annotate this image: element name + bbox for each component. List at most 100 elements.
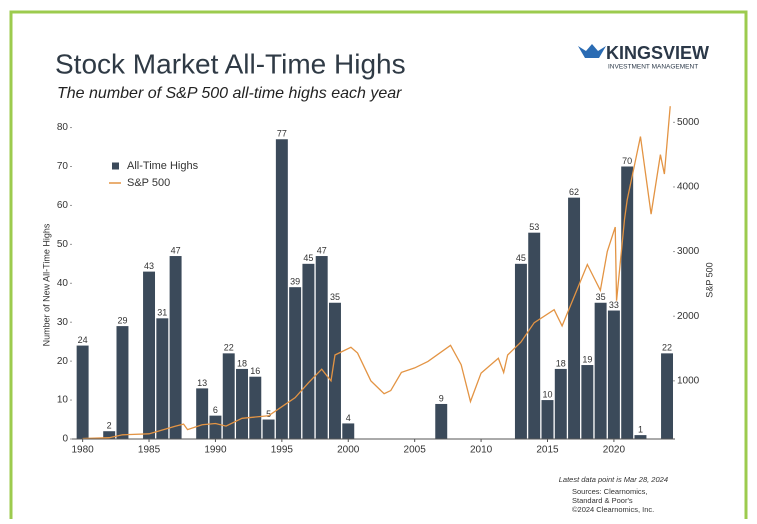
y-tick-label: 60 <box>57 200 69 211</box>
y-axis-label: Number of New All-Time Highs <box>41 223 51 346</box>
line <box>82 106 671 440</box>
y-tick-label: 50 <box>57 239 69 250</box>
data-label: 47 <box>317 245 327 255</box>
data-label: 22 <box>662 343 672 353</box>
brand-sub: INVESTMENT MANAGEMENT <box>608 64 698 71</box>
x-tick-label: 2020 <box>603 445 626 456</box>
data-label: 6 <box>213 405 218 415</box>
y2-tick-label: 2000 <box>677 311 700 322</box>
bar <box>554 368 567 439</box>
data-label: 53 <box>529 222 539 232</box>
legend-label: S&P 500 <box>127 177 170 189</box>
bar <box>315 256 328 439</box>
bar <box>103 431 116 439</box>
x-tick-label: 1985 <box>138 445 161 456</box>
bar <box>528 232 541 439</box>
bar <box>661 353 674 439</box>
logo-icon <box>578 44 606 58</box>
bar <box>607 310 620 439</box>
bar <box>289 287 302 439</box>
chart-title: Stock Market All-Time Highs <box>55 48 406 79</box>
bar <box>541 400 554 439</box>
y-tick-label: 10 <box>57 395 69 406</box>
data-label: 16 <box>250 366 260 376</box>
y2-tick-label: 3000 <box>677 246 700 257</box>
data-label: 35 <box>596 292 606 302</box>
bar <box>581 365 594 439</box>
bar <box>209 415 222 439</box>
data-label: 2 <box>107 421 112 431</box>
bar <box>435 403 448 439</box>
bar <box>76 345 89 439</box>
chart-subtitle: The number of S&P 500 all-time highs eac… <box>57 85 402 102</box>
bar <box>262 419 275 439</box>
source-line: Standard & Poor's <box>572 496 633 505</box>
data-label: 4 <box>346 413 351 423</box>
y2-tick-label: 5000 <box>677 117 700 128</box>
x-tick-label: 1990 <box>204 445 227 456</box>
bar <box>621 166 634 439</box>
bar <box>342 423 355 439</box>
data-label: 33 <box>609 300 619 310</box>
data-label: 45 <box>516 253 526 263</box>
data-label: 1 <box>638 424 643 434</box>
bar <box>196 388 209 439</box>
data-label: 77 <box>277 129 287 139</box>
y2-tick-label: 1000 <box>677 375 700 386</box>
x-tick-label: 2015 <box>536 445 559 456</box>
data-label: 35 <box>330 292 340 302</box>
data-label: 31 <box>157 308 167 318</box>
bar <box>634 435 647 439</box>
bar <box>116 326 129 439</box>
bar <box>302 263 315 439</box>
bar <box>222 353 235 439</box>
x-tick-label: 1980 <box>72 445 95 456</box>
frame <box>9 10 748 524</box>
bar <box>594 302 607 439</box>
source-line: ©2024 Clearnomics, Inc. <box>572 505 654 514</box>
y-tick-label: 80 <box>57 122 69 133</box>
data-label: 13 <box>197 378 207 388</box>
data-label: 62 <box>569 187 579 197</box>
x-tick-label: 2005 <box>404 445 427 456</box>
data-label: 10 <box>542 389 552 399</box>
note: Latest data point is Mar 28, 2024 <box>559 475 668 484</box>
data-label: 9 <box>439 393 444 403</box>
y-tick-label: 40 <box>57 278 69 289</box>
data-label: 70 <box>622 156 632 166</box>
legend-swatch <box>112 162 119 170</box>
x-tick-label: 1995 <box>271 445 294 456</box>
y-tick-label: 20 <box>57 356 69 367</box>
data-label: 29 <box>117 315 127 325</box>
y-tick-label: 30 <box>57 317 69 328</box>
x-tick-label: 2000 <box>337 445 360 456</box>
data-label: 19 <box>582 354 592 364</box>
data-label: 18 <box>556 358 566 368</box>
bar <box>236 368 248 439</box>
bar <box>143 271 156 439</box>
bar <box>156 318 169 439</box>
bar <box>275 139 288 439</box>
y2-axis-label: S&P 500 <box>704 262 714 297</box>
data-label: 24 <box>78 335 88 345</box>
data-label: 5 <box>266 409 271 419</box>
data-label: 45 <box>303 253 313 263</box>
data-label: 47 <box>171 245 181 255</box>
bar <box>329 302 341 439</box>
data-label: 22 <box>224 343 234 353</box>
y-tick-label: 0 <box>62 434 68 445</box>
data-label: 43 <box>144 261 154 271</box>
data-label: 39 <box>290 277 300 287</box>
bar <box>249 376 262 439</box>
y2-tick-label: 4000 <box>677 182 700 193</box>
source-line: Sources: Clearnomics, <box>572 487 647 496</box>
data-label: 18 <box>237 358 247 368</box>
bar <box>169 256 182 439</box>
brand: KINGSVIEW <box>606 43 709 63</box>
y-tick-label: 70 <box>57 161 69 172</box>
legend-label: All-Time Highs <box>127 160 199 172</box>
x-tick-label: 2010 <box>470 445 493 456</box>
bar <box>568 197 581 439</box>
bar <box>514 263 527 439</box>
